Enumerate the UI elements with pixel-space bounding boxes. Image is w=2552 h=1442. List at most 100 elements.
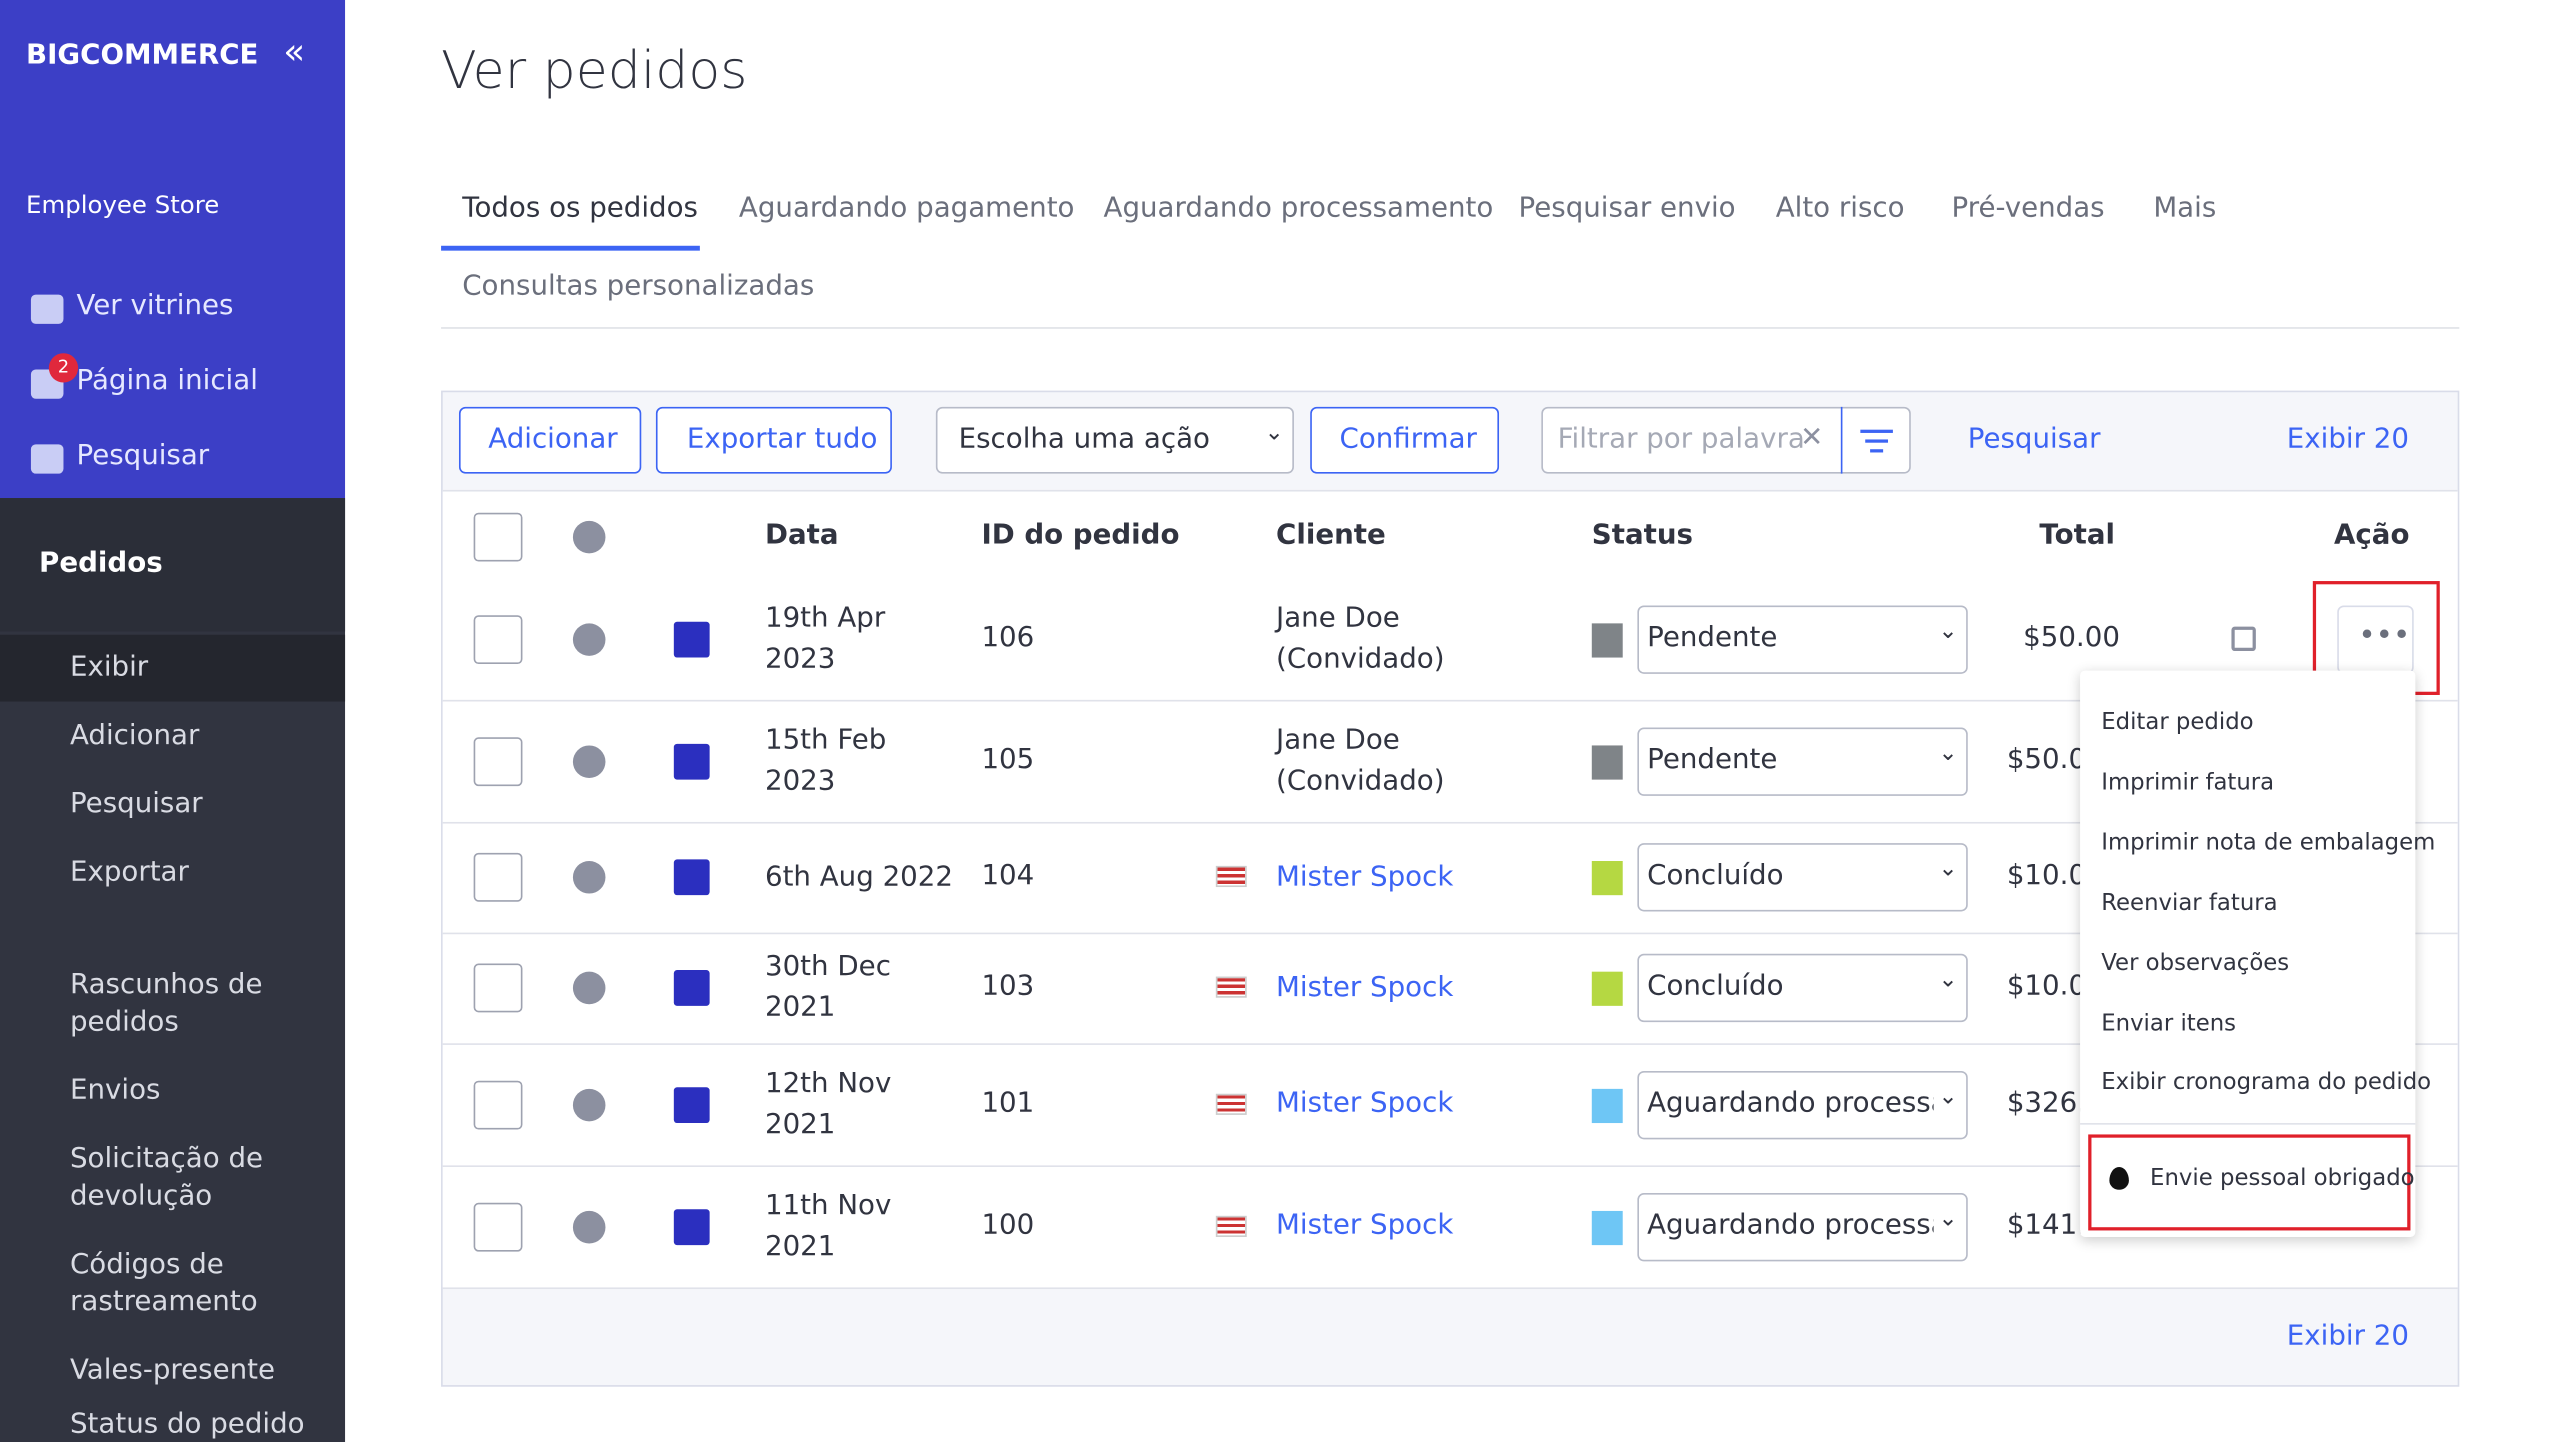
- section-title[interactable]: Pedidos: [39, 546, 163, 580]
- status-select[interactable]: [1637, 604, 1968, 674]
- status-text[interactable]: Aguardando processan: [1647, 1086, 1934, 1119]
- menu-item[interactable]: Envie pessoal obrigado: [2150, 1165, 2415, 1192]
- tab[interactable]: Aguardando processamento: [1103, 192, 1494, 225]
- status-text[interactable]: Concluído: [1647, 859, 1784, 892]
- order-id: 100: [981, 1208, 1035, 1242]
- sidebar-item[interactable]: Rascunhos de pedidos: [69, 968, 263, 1039]
- status-select[interactable]: [1637, 1192, 1968, 1261]
- column-header[interactable]: Status: [1591, 519, 1694, 552]
- order-id: 104: [981, 859, 1035, 892]
- menu-item[interactable]: Enviar itens: [2101, 1009, 2237, 1036]
- menu: [2080, 670, 2416, 1237]
- date: 30th Dec 2021: [764, 950, 891, 1024]
- status-select[interactable]: [1637, 953, 1968, 1023]
- checkbox[interactable]: [473, 512, 523, 562]
- tab[interactable]: Todos os pedidos: [462, 192, 698, 225]
- menu-item[interactable]: Ver observações: [2101, 949, 2290, 976]
- sidebar-item[interactable]: Pesquisar: [69, 787, 203, 821]
- nav-icon[interactable]: [30, 444, 64, 474]
- customer[interactable]: Mister Spock: [1276, 1209, 1454, 1242]
- menu-item[interactable]: Reenviar fatura: [2101, 889, 2278, 916]
- customer[interactable]: Mister Spock: [1276, 1087, 1454, 1120]
- button[interactable]: [1541, 406, 1911, 474]
- tab[interactable]: Mais: [2153, 192, 2217, 225]
- menu-item[interactable]: Imprimir nota de embalagem: [2101, 829, 2436, 856]
- row-border: [442, 932, 2458, 935]
- sidebar-item[interactable]: Solicitação de devolução: [69, 1142, 264, 1213]
- link[interactable]: Exibir 20: [2286, 423, 2409, 456]
- flag: [1215, 1092, 1247, 1115]
- column-header[interactable]: Ação: [2333, 519, 2410, 552]
- channel-icon: [673, 859, 710, 896]
- button[interactable]: [935, 406, 1294, 474]
- filter-icon[interactable]: [1840, 406, 1911, 474]
- checkbox[interactable]: [473, 963, 523, 1013]
- divider: [441, 327, 2460, 329]
- column-header[interactable]: Total: [2039, 519, 2115, 552]
- checkbox[interactable]: [473, 1201, 523, 1251]
- sidebar-item[interactable]: Vales-presente: [69, 1354, 276, 1387]
- sidebar-item[interactable]: Status do pedido: [69, 1407, 305, 1441]
- button-text[interactable]: Adicionar: [488, 423, 618, 456]
- menu-item[interactable]: Editar pedido: [2101, 709, 2254, 736]
- menu-item[interactable]: Imprimir fatura: [2101, 769, 2275, 796]
- button[interactable]: [1310, 406, 1500, 474]
- tab[interactable]: Pesquisar envio: [1518, 192, 1736, 225]
- column-header[interactable]: Data: [764, 519, 839, 552]
- caret: ⌄: [1938, 1083, 1958, 1110]
- status-select[interactable]: [1637, 1070, 1968, 1139]
- sidebar-item[interactable]: Adicionar: [69, 719, 200, 752]
- date: 15th Feb 2023: [764, 723, 887, 797]
- clear: ✕: [1800, 421, 1824, 455]
- expand[interactable]: [572, 1088, 606, 1121]
- expand[interactable]: [572, 971, 606, 1005]
- checkbox[interactable]: [473, 736, 523, 786]
- caret: ⌄: [1264, 419, 1284, 446]
- status-select[interactable]: [1637, 726, 1968, 796]
- column-header[interactable]: ID do pedido: [981, 519, 1180, 552]
- status-select[interactable]: [1637, 843, 1968, 912]
- menu-item[interactable]: Exibir cronograma do pedido: [2101, 1069, 2432, 1097]
- caret: ⌄: [1938, 617, 1958, 644]
- customer: Jane Doe (Convidado): [1276, 723, 1445, 797]
- status-text[interactable]: Pendente: [1647, 620, 1778, 654]
- sidebar-item[interactable]: Exportar: [69, 856, 189, 889]
- filter-line: [1860, 429, 1893, 433]
- link[interactable]: Pesquisar: [1967, 423, 2101, 456]
- nav-link[interactable]: Ver vitrines: [76, 289, 234, 323]
- link[interactable]: Exibir 20: [2286, 1319, 2409, 1353]
- expand[interactable]: [572, 861, 606, 894]
- column-header[interactable]: Cliente: [1276, 519, 1386, 552]
- sidebar-item[interactable]: Envios: [69, 1074, 161, 1107]
- button[interactable]: [655, 406, 892, 474]
- checkbox[interactable]: [473, 614, 523, 664]
- tab[interactable]: Consultas personalizadas: [462, 270, 815, 303]
- customer[interactable]: Mister Spock: [1276, 860, 1454, 893]
- collapse[interactable]: «: [283, 32, 306, 74]
- checkbox[interactable]: [473, 1079, 523, 1129]
- select-text[interactable]: Escolha uma ação: [958, 423, 1210, 456]
- brand: BIGCOMMERCE: [26, 39, 259, 72]
- nav-link[interactable]: Pesquisar: [76, 439, 210, 473]
- button[interactable]: [458, 406, 642, 474]
- tab[interactable]: Alto risco: [1775, 192, 1905, 225]
- checkbox[interactable]: [473, 852, 523, 902]
- expand[interactable]: [572, 1210, 606, 1243]
- status-text[interactable]: Concluído: [1647, 970, 1784, 1003]
- tab[interactable]: Pré-vendas: [1951, 192, 2105, 225]
- status-text[interactable]: Aguardando processan: [1647, 1208, 1934, 1242]
- customer[interactable]: Mister Spock: [1276, 970, 1454, 1004]
- nav-icon[interactable]: [30, 294, 64, 324]
- status-text[interactable]: Pendente: [1647, 742, 1778, 776]
- button-text[interactable]: Exportar tudo: [686, 423, 878, 456]
- tab-underline: [441, 245, 700, 251]
- sidebar-item[interactable]: Códigos de rastreamento: [69, 1248, 258, 1319]
- input-placeholder[interactable]: Filtrar por palavra: [1557, 423, 1805, 456]
- nav-link[interactable]: Página inicial: [76, 364, 258, 398]
- sidebar-item[interactable]: Exibir: [69, 651, 149, 684]
- expand[interactable]: [572, 744, 606, 778]
- expand[interactable]: [572, 622, 606, 656]
- button-text[interactable]: Confirmar: [1339, 423, 1477, 456]
- tab[interactable]: Aguardando pagamento: [738, 192, 1075, 225]
